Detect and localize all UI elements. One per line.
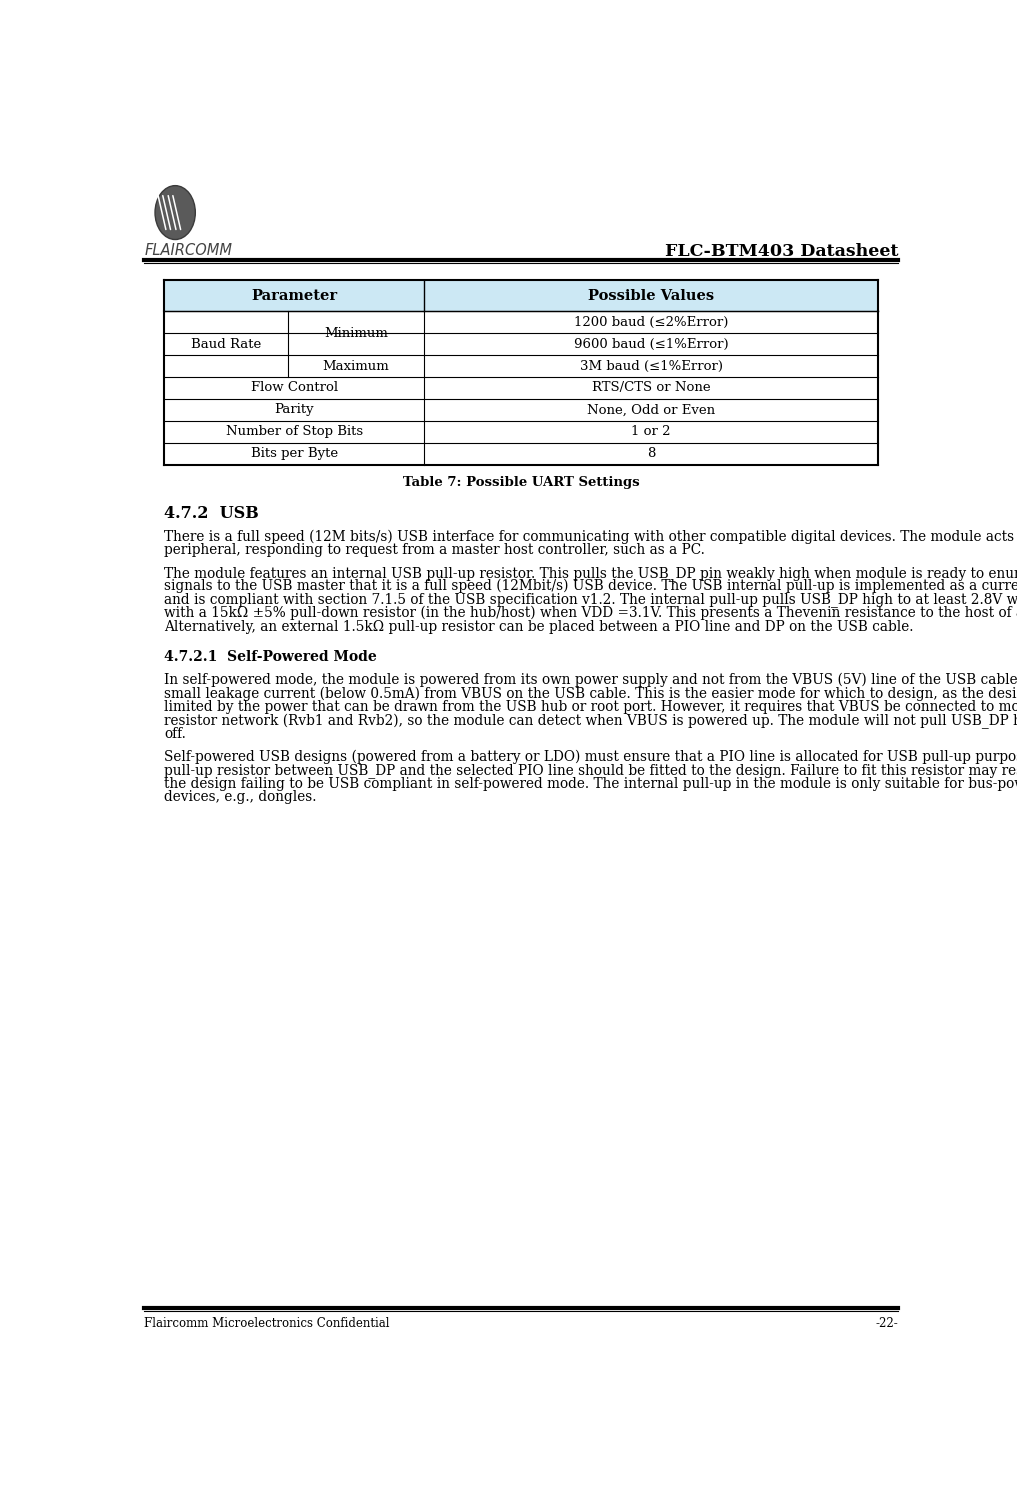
Text: limited by the power that can be drawn from the USB hub or root port. However, i: limited by the power that can be drawn f…: [165, 700, 1017, 713]
Text: Parity: Parity: [275, 404, 314, 416]
Text: Self-powered USB designs (powered from a battery or LDO) must ensure that a PIO : Self-powered USB designs (powered from a…: [165, 749, 1017, 765]
Text: Parameter: Parameter: [251, 288, 338, 303]
Text: Alternatively, an external 1.5kΩ pull-up resistor can be placed between a PIO li: Alternatively, an external 1.5kΩ pull-up…: [165, 619, 914, 634]
Bar: [165, 281, 878, 311]
Text: Possible Values: Possible Values: [588, 288, 714, 303]
Text: 4.7.2  USB: 4.7.2 USB: [165, 505, 259, 521]
Text: -22-: -22-: [876, 1317, 898, 1329]
Text: with a 15kΩ ±5% pull-down resistor (in the hub/host) when VDD =3.1V. This presen: with a 15kΩ ±5% pull-down resistor (in t…: [165, 605, 1017, 620]
Text: resistor network (Rvb1 and Rvb2), so the module can detect when VBUS is powered : resistor network (Rvb1 and Rvb2), so the…: [165, 713, 1017, 728]
Text: Maximum: Maximum: [322, 359, 390, 372]
Text: None, Odd or Even: None, Odd or Even: [587, 404, 715, 416]
Text: peripheral, responding to request from a master host controller, such as a PC.: peripheral, responding to request from a…: [165, 542, 705, 557]
Text: There is a full speed (12M bits/s) USB interface for communicating with other co: There is a full speed (12M bits/s) USB i…: [165, 529, 1017, 544]
Text: 9600 baud (≤1%Error): 9600 baud (≤1%Error): [574, 338, 728, 350]
Text: Flaircomm Microelectronics Confidential: Flaircomm Microelectronics Confidential: [144, 1317, 390, 1329]
Text: the design failing to be USB compliant in self-powered mode. The internal pull-u: the design failing to be USB compliant i…: [165, 777, 1017, 790]
Text: and is compliant with section 7.1.5 of the USB specification v1.2. The internal : and is compliant with section 7.1.5 of t…: [165, 593, 1017, 607]
Text: FLC-BTM403 Datasheet: FLC-BTM403 Datasheet: [665, 243, 898, 260]
Text: The module features an internal USB pull-up resistor. This pulls the USB_DP pin : The module features an internal USB pull…: [165, 566, 1017, 580]
Text: 4.7.2.1  Self-Powered Mode: 4.7.2.1 Self-Powered Mode: [165, 650, 377, 664]
Text: Table 7: Possible UART Settings: Table 7: Possible UART Settings: [403, 476, 640, 488]
Text: small leakage current (below 0.5mA) from VBUS on the USB cable. This is the easi: small leakage current (below 0.5mA) from…: [165, 686, 1017, 701]
Text: 1 or 2: 1 or 2: [632, 425, 671, 439]
Text: devices, e.g., dongles.: devices, e.g., dongles.: [165, 790, 317, 804]
Text: 8: 8: [647, 448, 655, 460]
Text: Minimum: Minimum: [324, 326, 388, 339]
Text: pull-up resistor between USB_DP and the selected PIO line should be fitted to th: pull-up resistor between USB_DP and the …: [165, 763, 1017, 778]
Text: Baud Rate: Baud Rate: [191, 338, 261, 350]
Text: signals to the USB master that it is a full speed (12Mbit/s) USB device. The USB: signals to the USB master that it is a f…: [165, 580, 1017, 593]
Text: In self-powered mode, the module is powered from its own power supply and not fr: In self-powered mode, the module is powe…: [165, 673, 1017, 688]
Text: Number of Stop Bits: Number of Stop Bits: [226, 425, 363, 439]
Text: off.: off.: [165, 727, 186, 740]
Text: Bits per Byte: Bits per Byte: [250, 448, 338, 460]
Text: 1200 baud (≤2%Error): 1200 baud (≤2%Error): [574, 315, 728, 329]
Text: RTS/CTS or None: RTS/CTS or None: [592, 382, 710, 395]
Text: 3M baud (≤1%Error): 3M baud (≤1%Error): [580, 359, 722, 372]
Ellipse shape: [155, 186, 195, 239]
Text: FLAIRCOMM: FLAIRCOMM: [144, 243, 232, 258]
Text: Flow Control: Flow Control: [250, 382, 338, 395]
